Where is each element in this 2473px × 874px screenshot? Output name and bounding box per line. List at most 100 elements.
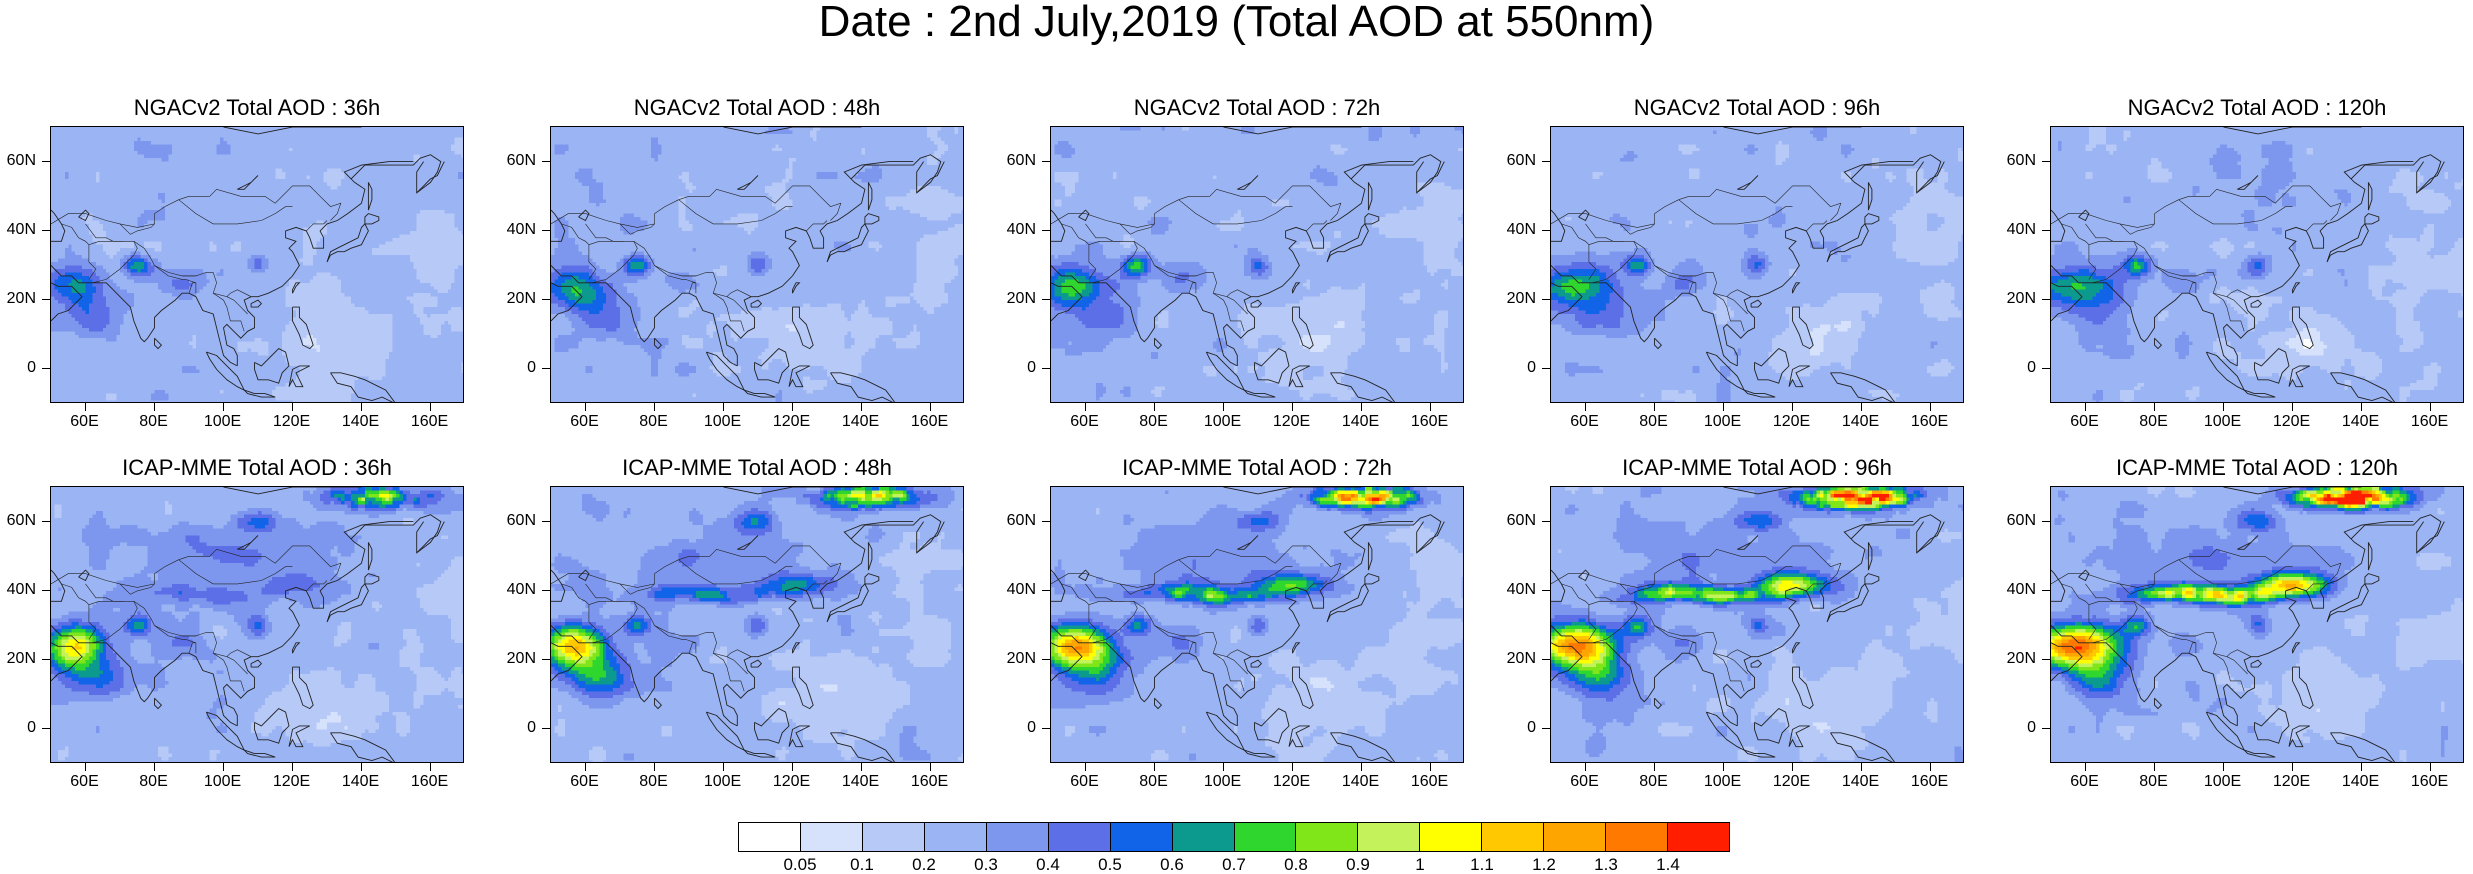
lon-tick: [792, 763, 793, 771]
lon-tick-label: 160E: [2406, 414, 2454, 430]
lat-tick: [42, 521, 50, 522]
lon-tick: [1223, 763, 1224, 771]
map-plot: [2050, 126, 2464, 403]
lat-tick: [542, 728, 550, 729]
colorbar-swatch: [739, 823, 801, 851]
lon-tick-label: 140E: [837, 414, 885, 430]
lon-tick-label: 160E: [2406, 774, 2454, 790]
lon-tick-label: 140E: [837, 774, 885, 790]
lon-tick: [1085, 403, 1086, 411]
lat-tick-label: 60N: [0, 513, 36, 529]
lon-tick-label: 80E: [130, 774, 178, 790]
lon-tick-label: 160E: [906, 774, 954, 790]
map-panel: NGACv2 Total AOD : 96h 60N 40N 20N 0 60E 80E 10…: [1550, 126, 1964, 403]
lon-tick-label: 120E: [1268, 414, 1316, 430]
panel-title: NGACv2 Total AOD : 120h: [2050, 96, 2464, 120]
lat-tick-label: 60N: [496, 153, 536, 169]
lon-tick-label: 160E: [1406, 774, 1454, 790]
lon-tick-label: 100E: [199, 414, 247, 430]
figure-title: Date : 2nd July,2019 (Total AOD at 550nm…: [0, 0, 2473, 44]
colorbar: [738, 822, 1730, 852]
aod-field: [2051, 487, 2464, 763]
lon-tick: [1223, 403, 1224, 411]
lon-tick: [2292, 763, 2293, 771]
lat-tick: [1542, 299, 1550, 300]
lon-tick-label: 100E: [699, 414, 747, 430]
lat-tick: [1042, 659, 1050, 660]
lon-tick-label: 140E: [337, 414, 385, 430]
lon-tick-label: 140E: [1837, 774, 1885, 790]
lon-tick: [223, 403, 224, 411]
lon-tick-label: 80E: [1630, 414, 1678, 430]
lon-tick-label: 120E: [2268, 414, 2316, 430]
lon-tick-label: 160E: [1906, 414, 1954, 430]
lat-tick-label: 40N: [996, 582, 1036, 598]
lon-tick: [1930, 763, 1931, 771]
lon-tick: [585, 763, 586, 771]
lat-tick-label: 20N: [1996, 651, 2036, 667]
lat-tick: [2042, 590, 2050, 591]
lon-tick: [654, 763, 655, 771]
lon-tick-label: 120E: [768, 774, 816, 790]
aod-field: [1551, 127, 1964, 403]
lat-tick: [2042, 728, 2050, 729]
colorbar-tick-label: 0.05: [776, 856, 824, 873]
colorbar-swatch: [925, 823, 987, 851]
lon-tick-label: 60E: [1561, 414, 1609, 430]
map-plot: [1550, 126, 1964, 403]
lat-tick-label: 0: [1996, 720, 2036, 736]
colorbar-swatch: [1049, 823, 1111, 851]
lon-tick: [861, 403, 862, 411]
lon-tick-label: 160E: [406, 414, 454, 430]
lon-tick-label: 80E: [130, 414, 178, 430]
map-panel: ICAP-MME Total AOD : 96h 60N 40N 20N 0 60E 80E…: [1550, 486, 1964, 763]
lat-tick: [542, 521, 550, 522]
lon-tick: [223, 763, 224, 771]
lon-tick: [1792, 403, 1793, 411]
lat-tick-label: 60N: [1496, 153, 1536, 169]
lat-tick-label: 40N: [496, 582, 536, 598]
lon-tick: [1585, 403, 1586, 411]
lat-tick: [542, 368, 550, 369]
lat-tick-label: 40N: [1996, 582, 2036, 598]
lat-tick-label: 60N: [0, 153, 36, 169]
lat-tick-label: 60N: [996, 513, 1036, 529]
lon-tick-label: 100E: [199, 774, 247, 790]
lat-tick: [2042, 368, 2050, 369]
lon-tick: [1930, 403, 1931, 411]
aod-map: [2051, 127, 2464, 403]
aod-field: [551, 487, 964, 763]
lon-tick-label: 100E: [2199, 414, 2247, 430]
lat-tick-label: 60N: [496, 513, 536, 529]
colorbar-swatch: [1358, 823, 1420, 851]
lon-tick: [292, 403, 293, 411]
lat-tick-label: 40N: [0, 222, 36, 238]
lon-tick: [2430, 403, 2431, 411]
lon-tick: [1361, 763, 1362, 771]
lon-tick: [2430, 763, 2431, 771]
colorbar-tick-label: 1.4: [1644, 856, 1692, 873]
panel-title: NGACv2 Total AOD : 36h: [50, 96, 464, 120]
lon-tick-label: 120E: [1768, 414, 1816, 430]
lat-tick: [1042, 230, 1050, 231]
lon-tick: [2085, 403, 2086, 411]
lon-tick: [930, 763, 931, 771]
lon-tick-label: 140E: [337, 774, 385, 790]
lat-tick: [2042, 659, 2050, 660]
lat-tick-label: 0: [496, 720, 536, 736]
map-plot: [50, 486, 464, 763]
lat-tick-label: 20N: [1996, 291, 2036, 307]
lon-tick-label: 80E: [2130, 414, 2178, 430]
panel-title: ICAP-MME Total AOD : 36h: [50, 456, 464, 480]
colorbar-swatch: [801, 823, 863, 851]
panel-title: NGACv2 Total AOD : 72h: [1050, 96, 1464, 120]
lon-tick: [2154, 403, 2155, 411]
aod-field: [1051, 127, 1464, 403]
lon-tick-label: 160E: [406, 774, 454, 790]
lon-tick-label: 120E: [2268, 774, 2316, 790]
colorbar-swatch: [863, 823, 925, 851]
lon-tick: [2361, 403, 2362, 411]
lon-tick: [430, 403, 431, 411]
lat-tick-label: 20N: [496, 651, 536, 667]
lon-tick-label: 120E: [768, 414, 816, 430]
